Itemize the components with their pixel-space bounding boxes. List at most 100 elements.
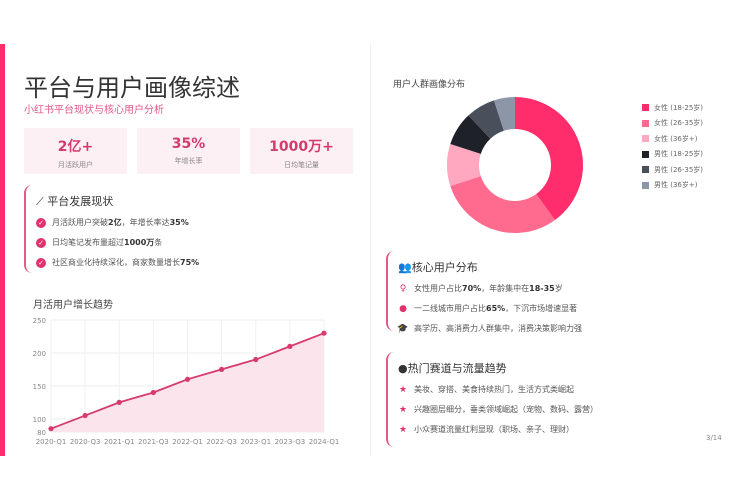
accent-bar	[0, 44, 5, 456]
item-text: ，年龄集中在	[481, 284, 530, 293]
data-point	[150, 389, 156, 396]
item-text: 小众赛道流量红利显现（职场、亲子、理财）	[414, 425, 574, 434]
legend-swatch	[642, 181, 649, 189]
list-item: ♀ 女性用户占比 70% ，年龄集中在 18-35 岁	[398, 283, 706, 294]
legend-swatch	[642, 104, 649, 112]
core-users-card: 👥核心用户分布 ♀ 女性用户占比 70% ，年龄集中在 18-35 岁 ● 一二线城市用户占比…	[386, 251, 706, 334]
highlight-text: 75%	[180, 258, 200, 267]
star-icon: ★	[398, 404, 408, 415]
y-tick-label: 80	[37, 429, 46, 437]
list-item: ★ 兴趣圈层细分，垂类领域崛起（宠物、数码、露营）	[398, 404, 706, 415]
legend-label: 女性 (18-25岁)	[654, 103, 704, 112]
donut-chart-title: 用户人群画像分布	[393, 80, 466, 90]
x-tick-label: 2023-Q1	[240, 438, 271, 446]
stat-label: 月活跃用户	[58, 161, 93, 169]
item-text: 一二线城市用户占比	[414, 304, 486, 313]
x-tick-label: 2020-Q1	[36, 438, 67, 446]
legend-swatch	[642, 135, 649, 143]
graduation-cap-icon: 🎓	[397, 323, 409, 334]
x-tick-label: 2024-Q1	[309, 438, 340, 446]
hot-title: 热门赛道与流量趋势	[407, 362, 507, 375]
highlight-text: 70%	[462, 284, 482, 293]
platform-card: ⟋ 平台发展现状 ✓ 月活跃用户突破 2亿 ，年增长率达 35% ✓ 日均笔记发布量超过 10…	[24, 185, 344, 273]
list-item: 🎓 高学历、高消费力人群集中，消费决策影响力强	[397, 323, 706, 334]
map-pin-icon: ●	[399, 303, 407, 314]
item-text: 高学历、高消费力人群集中，消费决策影响力强	[414, 324, 582, 333]
chart-line-icon: ⟋	[36, 195, 48, 208]
item-text: 条	[154, 238, 163, 247]
data-point	[82, 412, 88, 419]
item-text: ，下沉市场增速显著	[505, 304, 578, 313]
page-number: 3/14	[706, 434, 722, 442]
hot-topics-card: ●热门赛道与流量趋势 ★ 美妆、穿搭、美食持续热门，生活方式类崛起 ★ 兴趣圈层细分，…	[386, 352, 706, 447]
item-text: 社区商业化持续深化，商家数量增长	[52, 258, 180, 267]
legend-swatch	[642, 166, 649, 174]
x-tick-label: 2022-Q3	[206, 438, 237, 446]
item-text: 女性用户占比	[414, 284, 462, 293]
x-tick-label: 2020-Q3	[70, 438, 101, 446]
check-circle-icon: ✓	[36, 237, 46, 248]
fire-icon: ●	[398, 362, 408, 375]
star-icon: ★	[398, 384, 408, 395]
line-chart-title: 月活用户增长趋势	[33, 300, 113, 311]
legend-label: 男性 (18-25岁)	[654, 150, 704, 159]
check-circle-icon: ✓	[36, 217, 46, 228]
donut-slice	[515, 97, 583, 221]
donut-chart	[447, 97, 583, 233]
legend-item: 女性 (26-35岁)	[642, 116, 703, 132]
platform-card-heading: ⟋ 平台发展现状	[36, 193, 344, 209]
data-point	[48, 426, 54, 432]
list-item: ● 一二线城市用户占比 65% ，下沉市场增速显著	[398, 303, 706, 314]
highlight-text: 35%	[169, 218, 189, 227]
legend-item: 男性 (18-25岁)	[642, 147, 703, 163]
star-icon: ★	[398, 424, 408, 435]
platform-title: 平台发展现状	[47, 195, 114, 208]
donut-slice	[468, 100, 504, 139]
core-title: 核心用户分布	[411, 261, 478, 274]
data-point	[184, 376, 191, 382]
stat-label: 日均笔记量	[284, 161, 319, 169]
data-point	[219, 366, 225, 373]
legend-label: 女性 (36岁+)	[654, 134, 698, 143]
core-card-heading: 👥核心用户分布	[398, 259, 706, 275]
item-text: 美妆、穿搭、美食持续热门，生活方式类崛起	[414, 385, 574, 394]
line-chart: 80 100 150 200 250 2020-Q1 2020-Q3 2021-Q1 2021-…	[33, 317, 340, 446]
item-text: 兴趣圈层细分，垂类领域崛起（宠物、数码、露营）	[414, 405, 598, 414]
legend-item: 男性 (36岁+)	[642, 178, 703, 194]
item-text: 月活跃用户突破	[52, 218, 108, 227]
highlight-text: 1000万	[124, 238, 155, 247]
highlight-text: 65%	[486, 304, 506, 313]
data-point	[116, 399, 122, 405]
legend-item: 女性 (36岁+)	[642, 131, 703, 147]
users-icon: 👥	[398, 261, 412, 274]
stat-card: 2亿+ 月活跃用户	[24, 128, 127, 174]
x-tick-label: 2023-Q3	[275, 438, 306, 446]
venus-icon: ♀	[399, 283, 407, 294]
item-text: 日均笔记发布量超过	[52, 238, 124, 247]
list-item: ★ 美妆、穿搭、美食持续热门，生活方式类崛起	[398, 384, 706, 395]
list-item: ★ 小众赛道流量红利显现（职场、亲子、理财）	[398, 424, 706, 435]
column-divider	[370, 44, 371, 456]
stats-row: 2亿+ 月活跃用户 35% 年增长率 1000万+ 日均笔记量	[24, 128, 353, 174]
area-fill	[51, 333, 324, 432]
donut-slice	[450, 176, 555, 233]
legend-swatch	[642, 119, 649, 127]
legend-label: 男性 (36岁+)	[654, 181, 698, 190]
page-title: 平台与用户画像综述	[24, 74, 240, 102]
y-tick-label: 250	[33, 317, 46, 325]
donut-legend: 女性 (18-25岁) 女性 (26-35岁) 女性 (36岁+) 男性 (18-25…	[642, 100, 703, 193]
legend-label: 女性 (26-35岁)	[654, 119, 704, 128]
hot-card-heading: ●热门赛道与流量趋势	[398, 360, 706, 376]
stat-label: 年增长率	[174, 157, 203, 165]
x-tick-label: 2021-Q3	[138, 438, 169, 446]
donut-slice	[447, 143, 481, 187]
list-item: ✓ 日均笔记发布量超过 1000万条	[36, 237, 344, 248]
stat-value: 35%	[171, 136, 206, 152]
list-item: ✓ 月活跃用户突破 2亿 ，年增长率达 35%	[36, 217, 344, 228]
highlight-text: 18-35	[529, 284, 555, 293]
data-point	[287, 343, 293, 349]
item-text: ，年增长率达	[121, 218, 170, 227]
stat-value: 1000万+	[269, 139, 334, 155]
y-tick-label: 200	[33, 350, 46, 358]
data-point	[253, 356, 259, 363]
